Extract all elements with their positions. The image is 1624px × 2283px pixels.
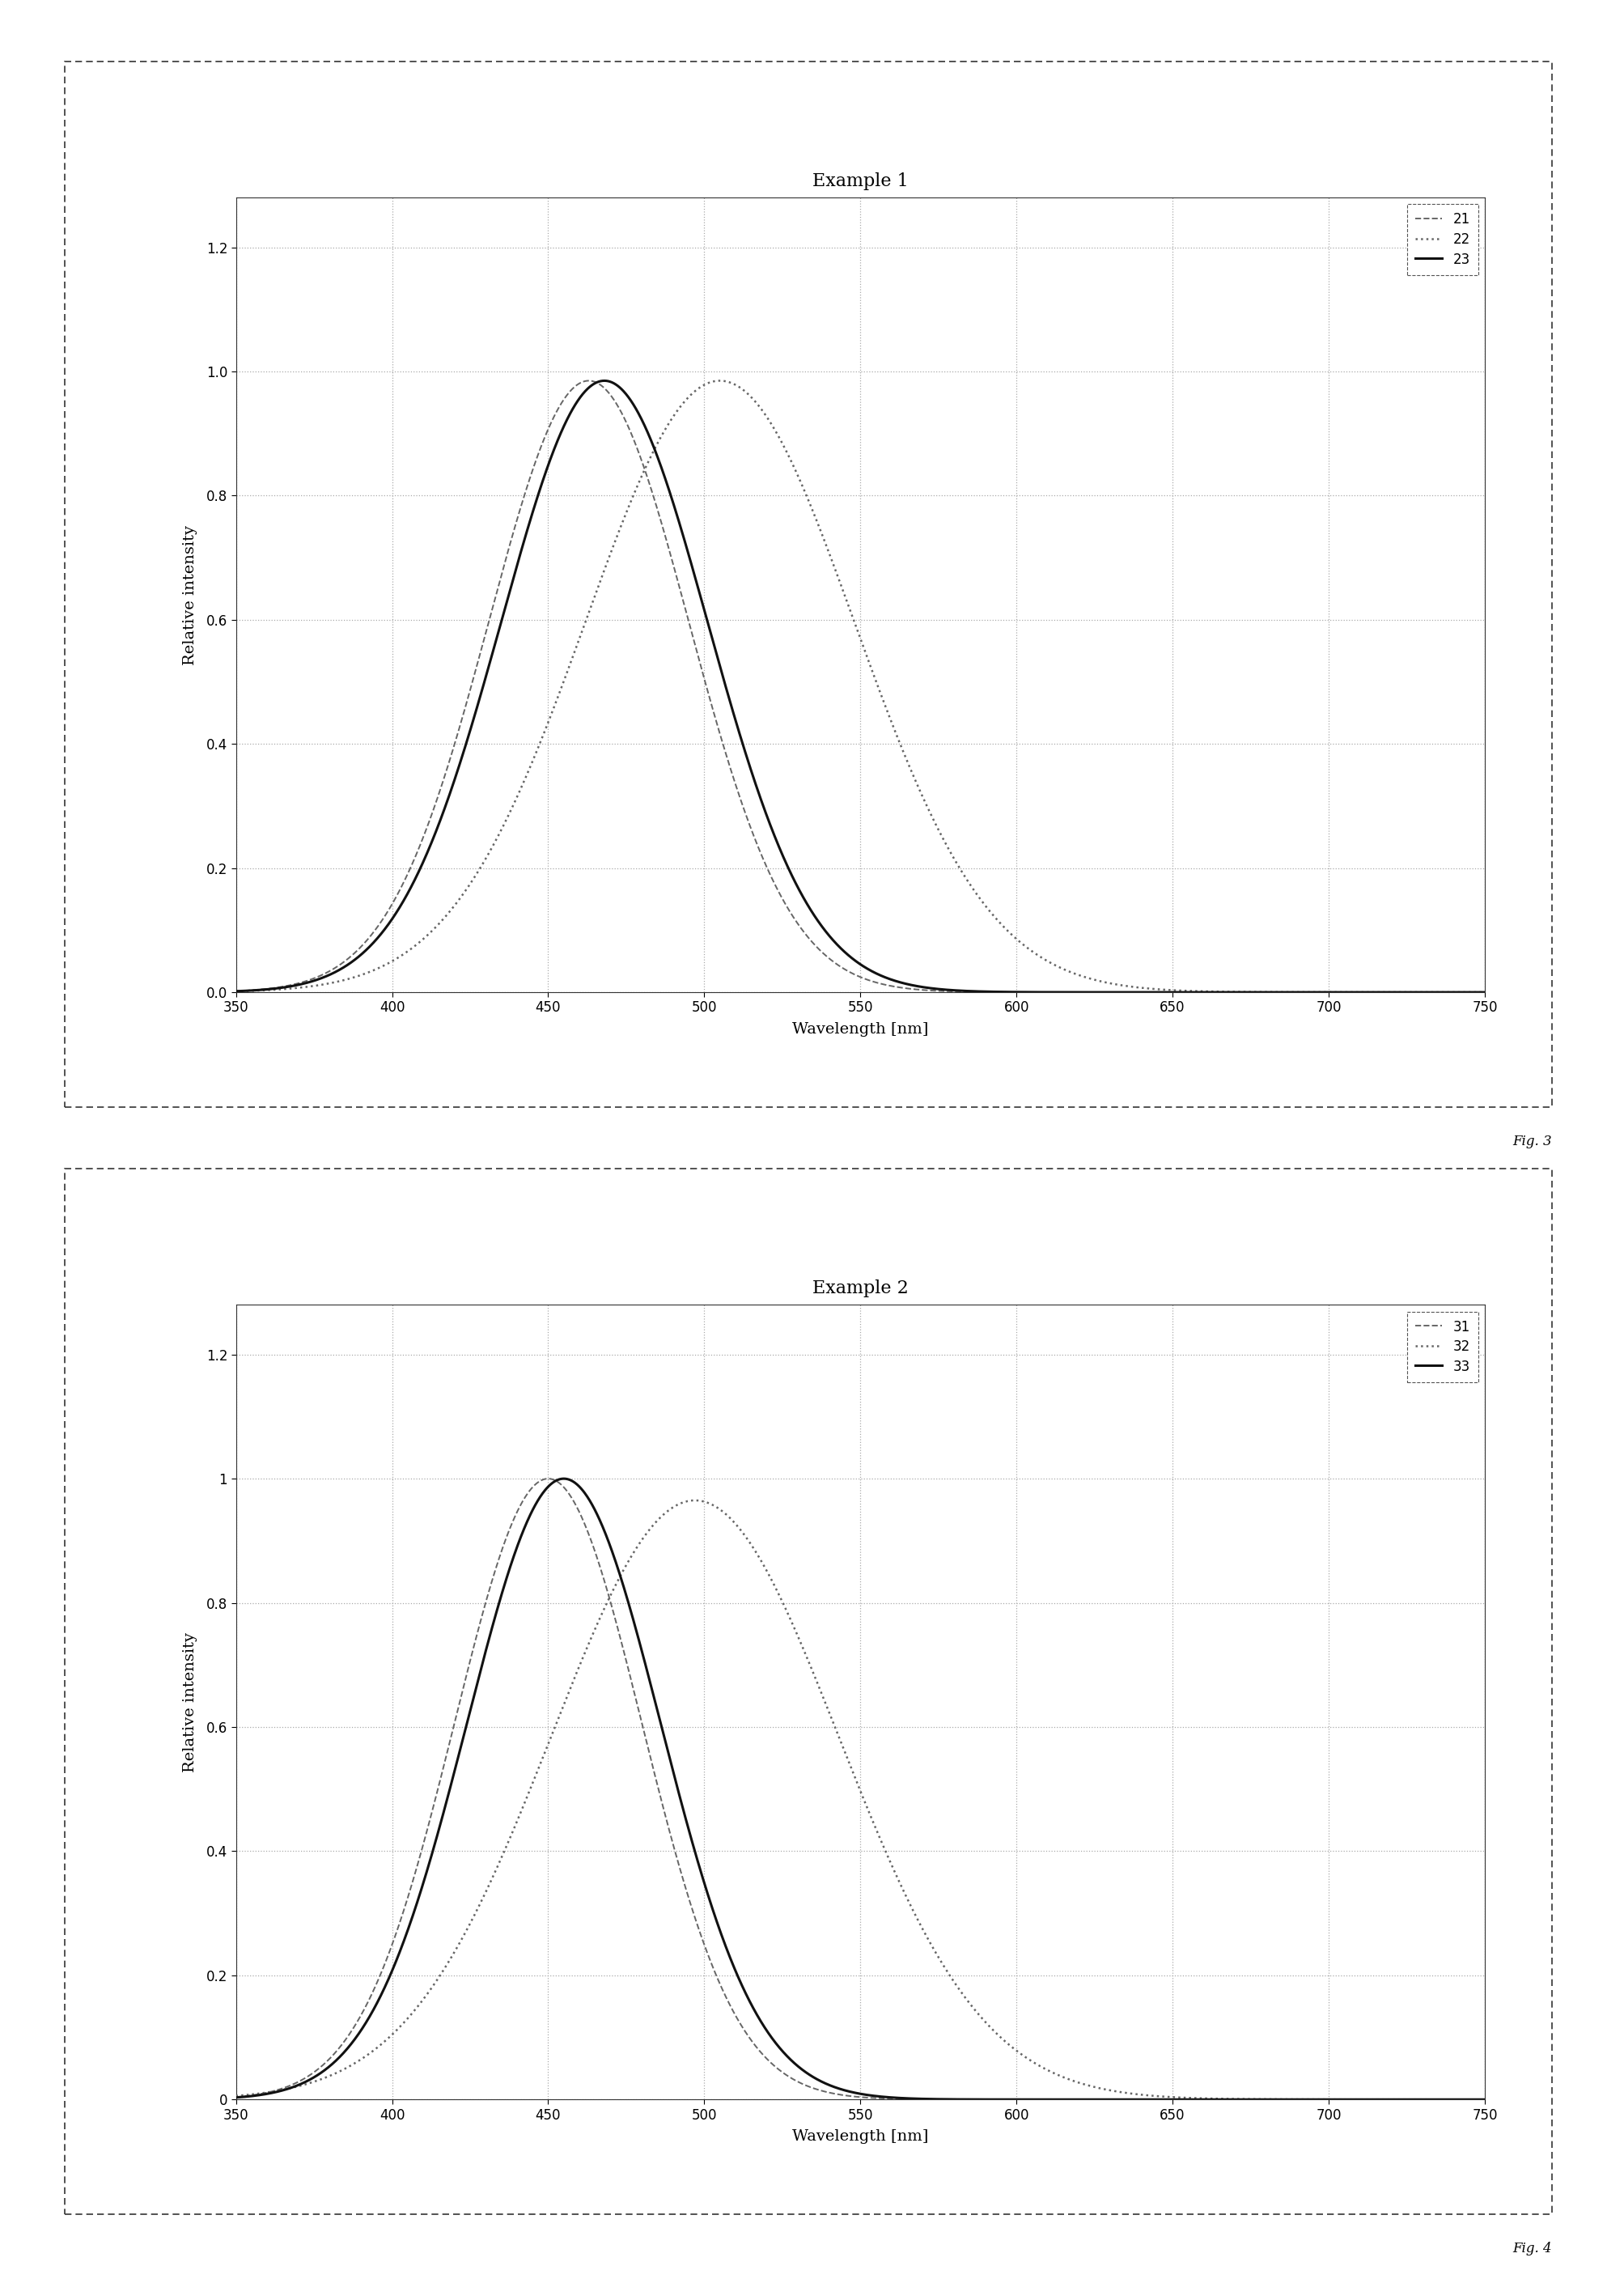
21 — [833, 954, 853, 982]
22 — [226, 977, 245, 1005]
33 — [1439, 2087, 1458, 2114]
Text: Fig. 3: Fig. 3 — [1512, 1135, 1551, 1148]
22 — [1439, 979, 1458, 1007]
22 — [289, 975, 309, 1002]
33 — [833, 2075, 853, 2103]
Y-axis label: Relative intensity: Relative intensity — [182, 1632, 197, 1772]
22 — [801, 493, 820, 521]
33 — [226, 2084, 245, 2112]
21 — [1210, 979, 1229, 1007]
23 — [1210, 979, 1229, 1007]
22 — [1439, 979, 1458, 1007]
23 — [1475, 979, 1494, 1007]
21 — [1439, 979, 1458, 1007]
31 — [289, 2068, 309, 2096]
33 — [554, 1466, 573, 1493]
32 — [1439, 2087, 1458, 2114]
Line: 32: 32 — [235, 1500, 1484, 2100]
33 — [1210, 2087, 1229, 2114]
33 — [1439, 2087, 1458, 2114]
31 — [1475, 2087, 1494, 2114]
21 — [289, 970, 309, 998]
23 — [226, 977, 245, 1005]
22 — [710, 368, 729, 395]
Line: 33: 33 — [235, 1479, 1484, 2100]
21 — [801, 927, 820, 954]
Line: 23: 23 — [235, 381, 1484, 993]
31 — [1439, 2087, 1458, 2114]
31 — [538, 1466, 557, 1493]
31 — [833, 2082, 853, 2109]
Text: Fig. 4: Fig. 4 — [1512, 2242, 1551, 2256]
23 — [833, 938, 853, 966]
22 — [1475, 979, 1494, 1007]
32 — [1475, 2087, 1494, 2114]
33 — [289, 2071, 309, 2098]
21 — [1475, 979, 1494, 1007]
31 — [1210, 2087, 1229, 2114]
31 — [801, 2073, 820, 2100]
22 — [1210, 977, 1229, 1005]
23 — [1439, 979, 1458, 1007]
23 — [594, 368, 614, 395]
31 — [1439, 2087, 1458, 2114]
32 — [289, 2073, 309, 2100]
23 — [801, 897, 820, 925]
32 — [1439, 2087, 1458, 2114]
Line: 31: 31 — [235, 1479, 1484, 2100]
33 — [1475, 2087, 1494, 2114]
Y-axis label: Relative intensity: Relative intensity — [182, 525, 197, 664]
X-axis label: Wavelength [nm]: Wavelength [nm] — [793, 1023, 927, 1036]
X-axis label: Wavelength [nm]: Wavelength [nm] — [793, 2130, 927, 2144]
Line: 21: 21 — [235, 381, 1484, 993]
31 — [226, 2084, 245, 2112]
23 — [1439, 979, 1458, 1007]
Title: Example 1: Example 1 — [812, 174, 908, 189]
23 — [289, 970, 309, 998]
32 — [685, 1486, 705, 1514]
32 — [833, 1735, 853, 1762]
Legend: 21, 22, 23: 21, 22, 23 — [1406, 203, 1478, 274]
32 — [226, 2082, 245, 2109]
21 — [578, 368, 598, 395]
22 — [833, 580, 853, 607]
32 — [801, 1653, 820, 1680]
Legend: 31, 32, 33: 31, 32, 33 — [1406, 1310, 1478, 1381]
21 — [1439, 979, 1458, 1007]
Line: 22: 22 — [235, 381, 1484, 993]
21 — [226, 977, 245, 1005]
32 — [1210, 2084, 1229, 2112]
Title: Example 2: Example 2 — [812, 1281, 908, 1297]
33 — [801, 2062, 820, 2089]
